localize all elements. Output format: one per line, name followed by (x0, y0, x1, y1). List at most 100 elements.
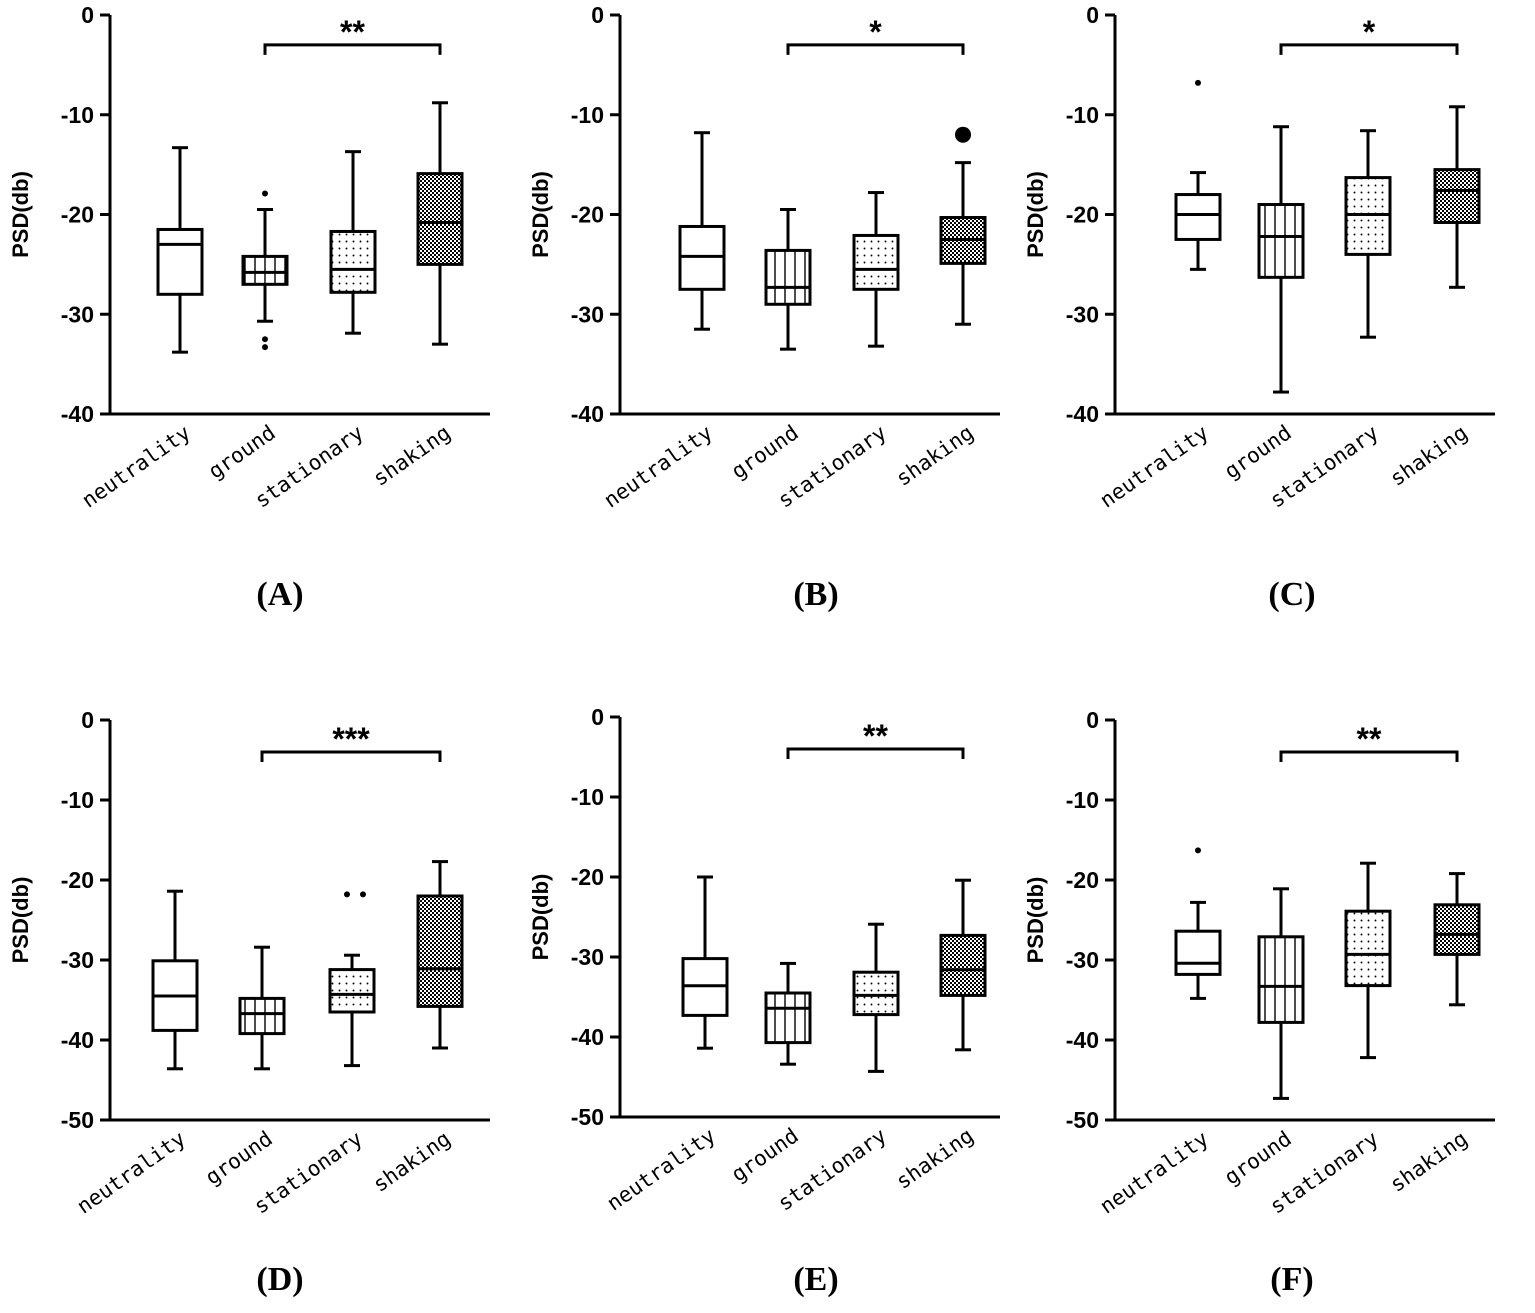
box-stationary (329, 150, 377, 335)
x-tick-label-ground: ground (204, 420, 280, 483)
x-tick-label-shaking: shaking (369, 420, 455, 490)
box-stationary (1344, 129, 1392, 339)
y-tick-label: -40 (1066, 1027, 1099, 1053)
y-tick-label: -10 (571, 102, 604, 128)
y-axis-title: PSD(db) (528, 874, 553, 961)
significance-bracket: * (786, 14, 965, 55)
box-iqr (241, 254, 289, 286)
outlier-point (1195, 847, 1201, 854)
significance-label: ** (340, 14, 365, 50)
box-iqr (1257, 935, 1305, 1024)
box-neutrality (151, 889, 199, 1071)
outlier-point (262, 336, 268, 343)
bracket-line (786, 43, 965, 55)
x-tick-label-shaking: shaking (1386, 1126, 1472, 1196)
x-tick-label-neutrality: neutrality (78, 420, 195, 512)
y-tick-label: -10 (571, 784, 604, 810)
y-tick-label: -40 (1066, 401, 1099, 427)
box-iqr (416, 894, 464, 1008)
box-shaking (1433, 872, 1481, 1007)
y-tick-label: 0 (1086, 2, 1099, 28)
box-shaking (1433, 105, 1481, 289)
y-tick-label: -30 (571, 944, 604, 970)
box-iqr (939, 933, 987, 997)
x-tick-label-ground: ground (1220, 1126, 1296, 1189)
significance-bracket: ** (786, 718, 965, 759)
bracket-line (786, 747, 965, 759)
significance-label: * (869, 14, 882, 50)
box-neutrality (678, 131, 726, 331)
outlier-point (262, 344, 268, 351)
significance-label: ** (1357, 721, 1382, 757)
x-tick-label-shaking: shaking (892, 420, 978, 490)
y-tick-label: 0 (81, 2, 94, 28)
box-iqr (764, 248, 812, 306)
box-iqr (1433, 903, 1481, 956)
significance-bracket: * (1279, 14, 1459, 55)
box-ground (1257, 887, 1305, 1100)
box-ground (241, 190, 289, 351)
chart-panel: 0 -10 -20 -30 -40 -50 PSD(db) neutrality ground s… (8, 707, 490, 1298)
box-ground (238, 945, 286, 1071)
y-tick-label: -20 (571, 864, 604, 890)
significance-bracket: ** (263, 14, 442, 55)
y-tick-label: -30 (1066, 947, 1099, 973)
box-iqr (852, 233, 900, 291)
box-iqr (416, 172, 464, 266)
bracket-line (1279, 750, 1459, 762)
y-tick-label: -10 (61, 787, 94, 813)
bracket-line (263, 43, 442, 55)
x-tick-label-shaking: shaking (1386, 420, 1472, 490)
box-iqr (1257, 203, 1305, 279)
y-tick-label: -50 (1066, 1107, 1099, 1133)
box-stationary (1344, 861, 1392, 1060)
x-tick-label-neutrality: neutrality (600, 420, 717, 512)
box-iqr (329, 229, 377, 294)
y-axis-title: PSD(db) (1023, 171, 1048, 258)
box-iqr (1344, 909, 1392, 988)
y-tick-label: -30 (61, 947, 94, 973)
y-tick-label: -20 (571, 202, 604, 228)
box-iqr (156, 227, 204, 296)
x-tick-label-ground: ground (727, 1123, 803, 1186)
y-axis-title: PSD(db) (8, 171, 33, 258)
y-axis-title: PSD(db) (8, 877, 33, 964)
box-stationary (852, 922, 900, 1073)
box-iqr (328, 968, 376, 1014)
panel-label: (B) (793, 576, 838, 613)
y-tick-label: 0 (591, 2, 604, 28)
y-tick-label: -50 (61, 1107, 94, 1133)
outlier-point (1195, 79, 1201, 86)
y-tick-label: -50 (571, 1104, 604, 1130)
panel-label: (F) (1270, 1261, 1313, 1298)
y-tick-label: 0 (591, 704, 604, 730)
y-tick-label: 0 (81, 707, 94, 733)
outlier-point (344, 891, 350, 898)
significance-bracket: ** (1279, 721, 1459, 762)
box-ground (764, 208, 812, 351)
y-tick-label: -40 (571, 1024, 604, 1050)
box-iqr (1174, 929, 1222, 976)
box-iqr (1174, 193, 1222, 241)
box-neutrality (156, 146, 204, 354)
box-shaking (939, 126, 987, 326)
x-tick-label-ground: ground (1220, 420, 1296, 483)
y-tick-label: 0 (1086, 707, 1099, 733)
y-tick-label: -30 (61, 301, 94, 327)
y-tick-label: -30 (1066, 301, 1099, 327)
y-tick-label: -20 (61, 202, 94, 228)
y-tick-label: -20 (1066, 867, 1099, 893)
y-axis-title: PSD(db) (528, 171, 553, 258)
box-neutrality (1174, 79, 1222, 271)
y-tick-label: -10 (1066, 102, 1099, 128)
box-ground (1257, 125, 1305, 394)
box-neutrality (1174, 847, 1222, 1000)
outlier-point (360, 891, 366, 898)
box-iqr (764, 991, 812, 1045)
y-tick-label: -40 (61, 401, 94, 427)
